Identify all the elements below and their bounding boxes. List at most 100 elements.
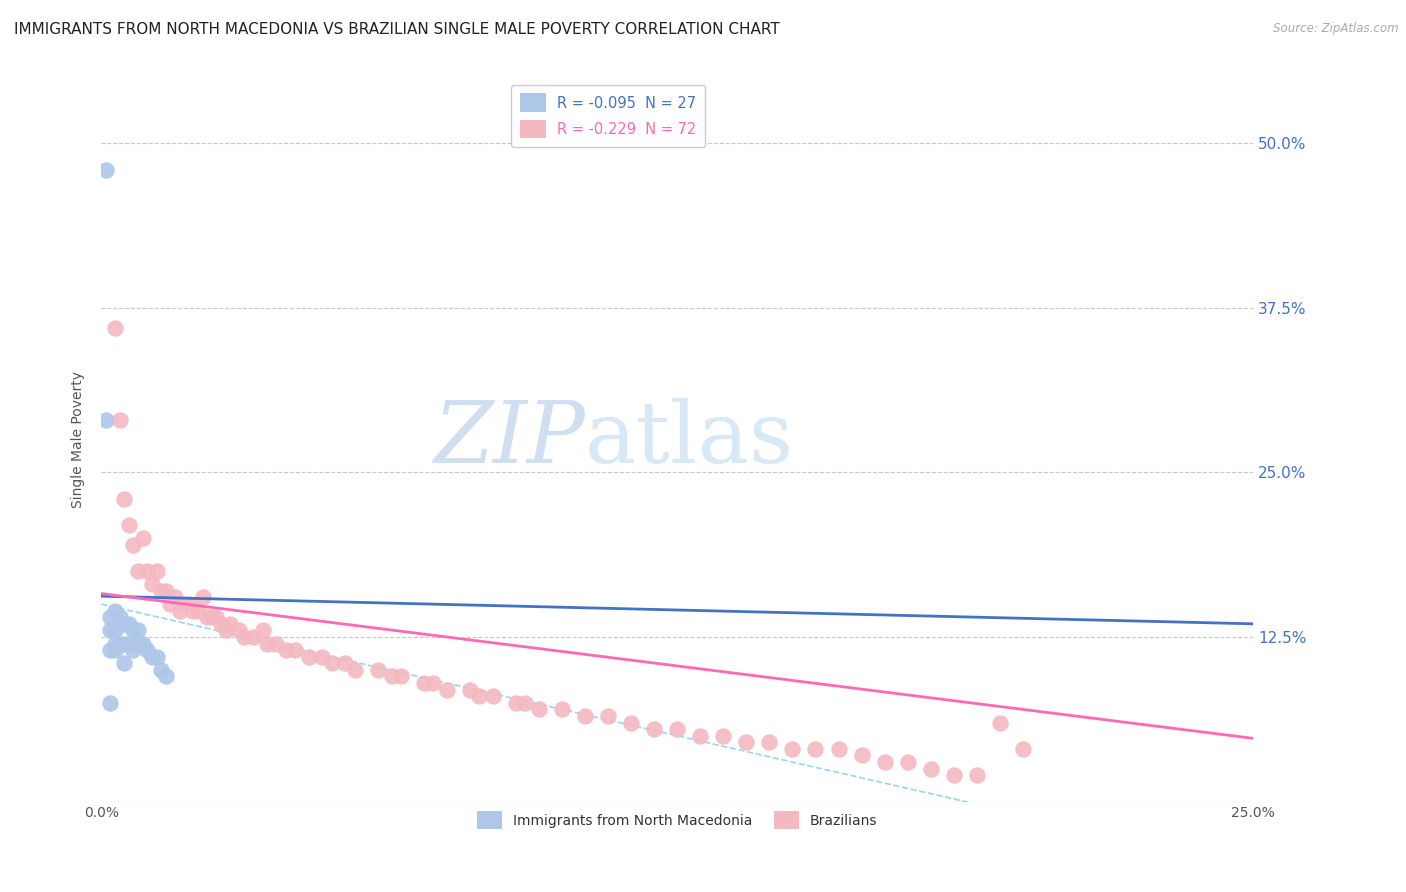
Point <box>108 610 131 624</box>
Point <box>598 709 620 723</box>
Point <box>666 722 689 736</box>
Point <box>214 624 236 638</box>
Point <box>343 663 366 677</box>
Point <box>104 604 127 618</box>
Point <box>412 676 434 690</box>
Point <box>100 624 122 638</box>
Point <box>920 762 942 776</box>
Point <box>131 636 153 650</box>
Point <box>620 715 643 730</box>
Point <box>94 413 117 427</box>
Point <box>205 610 228 624</box>
Point <box>274 643 297 657</box>
Point <box>127 624 149 638</box>
Point <box>252 624 274 638</box>
Point <box>551 702 574 716</box>
Point <box>122 538 145 552</box>
Point <box>468 690 491 704</box>
Point <box>219 616 242 631</box>
Point <box>169 604 191 618</box>
Point <box>127 636 149 650</box>
Point <box>159 597 181 611</box>
Point <box>297 649 319 664</box>
Point <box>233 630 256 644</box>
Point <box>187 604 209 618</box>
Legend: Immigrants from North Macedonia, Brazilians: Immigrants from North Macedonia, Brazili… <box>472 805 883 834</box>
Point <box>851 748 873 763</box>
Point <box>177 597 200 611</box>
Point <box>195 610 218 624</box>
Point <box>136 643 159 657</box>
Text: atlas: atlas <box>585 398 794 481</box>
Point <box>527 702 550 716</box>
Point <box>131 531 153 545</box>
Point <box>897 755 920 769</box>
Point <box>311 649 333 664</box>
Point <box>335 657 357 671</box>
Point <box>266 636 288 650</box>
Point <box>136 564 159 578</box>
Point <box>100 696 122 710</box>
Point <box>112 657 135 671</box>
Point <box>367 663 389 677</box>
Point <box>183 604 205 618</box>
Point <box>191 591 214 605</box>
Point <box>104 636 127 650</box>
Point <box>163 591 186 605</box>
Point <box>321 657 343 671</box>
Point <box>735 735 758 749</box>
Point <box>122 643 145 657</box>
Point <box>482 690 505 704</box>
Point <box>1012 742 1035 756</box>
Point <box>873 755 896 769</box>
Point <box>782 742 804 756</box>
Point <box>112 616 135 631</box>
Point <box>942 768 965 782</box>
Point <box>104 624 127 638</box>
Point <box>242 630 264 644</box>
Point <box>150 663 173 677</box>
Point <box>173 597 195 611</box>
Point <box>155 583 177 598</box>
Point <box>155 669 177 683</box>
Point <box>112 491 135 506</box>
Point <box>380 669 402 683</box>
Point <box>94 162 117 177</box>
Point <box>108 413 131 427</box>
Point <box>827 742 849 756</box>
Point <box>505 696 527 710</box>
Point <box>104 320 127 334</box>
Point <box>389 669 412 683</box>
Point <box>100 610 122 624</box>
Point <box>127 564 149 578</box>
Point <box>256 636 278 650</box>
Point <box>100 643 122 657</box>
Point <box>515 696 537 710</box>
Point <box>711 729 734 743</box>
Point <box>284 643 307 657</box>
Point <box>966 768 988 782</box>
Point <box>145 564 167 578</box>
Point <box>643 722 665 736</box>
Point <box>758 735 780 749</box>
Y-axis label: Single Male Poverty: Single Male Poverty <box>72 371 86 508</box>
Point <box>436 682 458 697</box>
Point <box>201 610 224 624</box>
Point <box>118 616 141 631</box>
Point <box>422 676 444 690</box>
Point <box>122 624 145 638</box>
Point <box>988 715 1011 730</box>
Text: Source: ZipAtlas.com: Source: ZipAtlas.com <box>1274 22 1399 36</box>
Point <box>118 518 141 533</box>
Point <box>141 649 163 664</box>
Point <box>145 649 167 664</box>
Point <box>104 643 127 657</box>
Text: ZIP: ZIP <box>433 398 585 481</box>
Point <box>689 729 711 743</box>
Point <box>141 577 163 591</box>
Point <box>574 709 596 723</box>
Point <box>209 616 232 631</box>
Point <box>150 583 173 598</box>
Point <box>804 742 827 756</box>
Point <box>228 624 250 638</box>
